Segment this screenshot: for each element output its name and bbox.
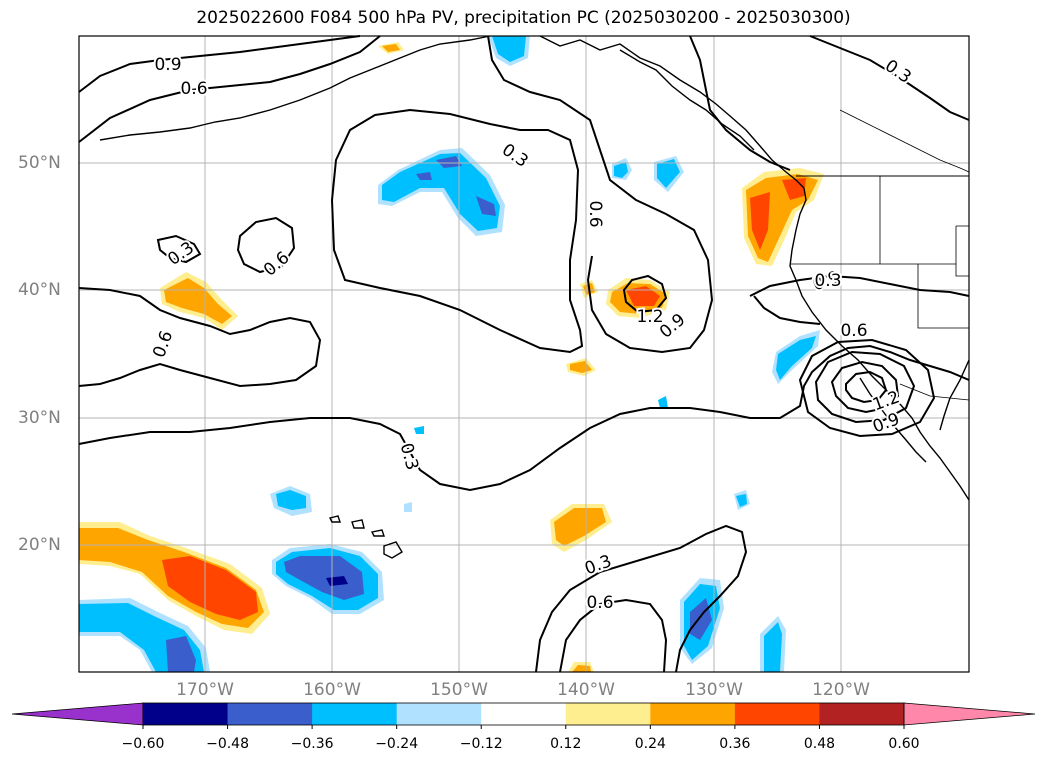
lon-label: 120°W (812, 680, 870, 700)
map-frame (78, 35, 970, 673)
colorbar (11, 702, 1036, 729)
colorbar-segment (396, 703, 482, 725)
colorbar-tick-label: −0.60 (121, 736, 165, 752)
contour-label-halo: 0.9 (154, 55, 181, 75)
colorbar-tick-label: 0.36 (719, 736, 751, 752)
colorbar-segment (819, 703, 905, 725)
graticule-grid (79, 36, 969, 672)
lon-label: 130°W (685, 680, 743, 700)
contour-label-halo: 0.6 (586, 593, 613, 613)
contour-label: 0.6 (586, 593, 613, 613)
contour-label: 0.6 (840, 321, 867, 341)
colorbar-segment (650, 703, 736, 725)
colorbar-tick-label: 0.48 (803, 736, 836, 752)
pv-contours (78, 35, 970, 673)
contour-label-halo: 0.3 (814, 271, 841, 291)
lon-label: 140°W (557, 680, 615, 700)
colorbar-tick-label: −0.36 (290, 736, 334, 752)
contour-label: 1.2 (636, 307, 663, 327)
contour-label-halo: 0.6 (585, 200, 605, 227)
lat-label: 30°N (18, 408, 61, 428)
lat-label: 40°N (18, 280, 61, 300)
colorbar-outline (142, 702, 905, 726)
colorbar-segment (312, 703, 398, 725)
colorbar-segment (481, 703, 567, 725)
precipitation-shading (79, 36, 824, 672)
map-title: 2025022600 F084 500 hPa PV, precipitatio… (196, 8, 851, 28)
contour-label-halo: 0.6 (180, 79, 207, 99)
lon-label: 170°W (176, 680, 234, 700)
lon-label: 150°W (430, 680, 488, 700)
lat-label: 20°N (18, 535, 61, 555)
colorbar-segment (734, 703, 820, 725)
colorbar-tick-label: −0.24 (375, 736, 419, 752)
colorbar-segment (143, 703, 229, 725)
colorbar-tick-label: −0.48 (206, 736, 249, 752)
contour-label: 0.3 (814, 271, 841, 291)
contour-label: 0.6 (180, 79, 207, 99)
contour-label: 0.6 (585, 200, 605, 227)
colorbar-extend-high (903, 702, 1036, 726)
colorbar-tick-label: 0.60 (888, 736, 920, 752)
lon-label: 160°W (303, 680, 361, 700)
colorbar-tick-label: 0.12 (550, 736, 582, 752)
colorbar-segment (227, 703, 313, 725)
lat-label: 50°N (18, 153, 61, 173)
contour-label-halo: 1.2 (636, 307, 663, 327)
contour-label: 0.9 (154, 55, 181, 75)
colorbar-extend-low (11, 702, 144, 726)
colorbar-tick-label: 0.24 (634, 736, 666, 752)
colorbar-tick-label: −0.12 (459, 736, 503, 752)
colorbar-segment (565, 703, 651, 725)
contour-label-halo: 0.6 (840, 321, 867, 341)
